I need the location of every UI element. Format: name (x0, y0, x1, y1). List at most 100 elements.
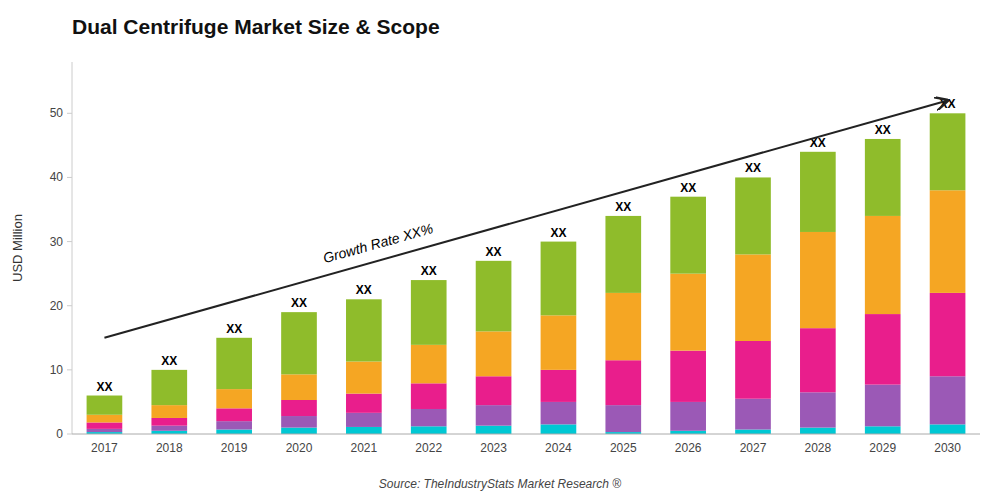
bar-segment (735, 399, 771, 430)
bar-segment (605, 216, 641, 293)
bar-label: XX (356, 283, 372, 297)
bar-segment (87, 415, 123, 423)
bar-segment (151, 426, 187, 431)
bar-label: XX (96, 380, 112, 394)
bar-segment (476, 376, 512, 405)
bar-label: XX (291, 296, 307, 310)
bar-segment (476, 331, 512, 376)
bar-label: XX (615, 200, 631, 214)
x-tick-label: 2026 (675, 441, 702, 455)
x-tick-label: 2017 (91, 441, 118, 455)
chart-container: Dual Centrifuge Market Size & Scope01020… (0, 0, 1000, 500)
bar-segment (735, 177, 771, 254)
bar-segment (735, 341, 771, 399)
x-tick-label: 2025 (610, 441, 637, 455)
x-tick-label: 2028 (805, 441, 832, 455)
bar-segment (216, 421, 252, 429)
bar-segment (605, 360, 641, 405)
bar-segment (216, 338, 252, 389)
bar-segment (541, 315, 577, 370)
y-tick-label: 20 (50, 299, 64, 313)
bar-label: XX (486, 245, 502, 259)
chart-svg: Dual Centrifuge Market Size & Scope01020… (0, 0, 1000, 500)
bar-segment (411, 409, 447, 426)
bar-segment (476, 261, 512, 332)
bar-segment (346, 413, 382, 427)
bar-segment (216, 408, 252, 421)
bar-label: XX (226, 322, 242, 336)
bar-label: XX (940, 97, 956, 111)
y-tick-label: 0 (56, 427, 63, 441)
bar-segment (800, 232, 836, 328)
bar-segment (87, 396, 123, 415)
x-tick-label: 2024 (545, 441, 572, 455)
bar-segment (930, 113, 966, 190)
bar-segment (346, 299, 382, 361)
title: Dual Centrifuge Market Size & Scope (72, 15, 440, 38)
bar-segment (865, 216, 901, 314)
bar-segment (865, 139, 901, 216)
x-tick-label: 2030 (934, 441, 961, 455)
bar-segment (865, 385, 901, 427)
bar-segment (87, 429, 123, 432)
bar-segment (865, 426, 901, 434)
arrow-label: Growth Rate XX% (321, 220, 435, 266)
bar-segment (281, 416, 317, 428)
bar-segment (151, 405, 187, 418)
y-axis-label: USD Million (10, 214, 25, 282)
y-tick (67, 434, 72, 435)
x-tick-label: 2023 (480, 441, 507, 455)
bar-label: XX (875, 123, 891, 137)
bar-segment (930, 376, 966, 424)
y-tick (67, 305, 72, 306)
bar-segment (930, 190, 966, 293)
bar-segment (541, 402, 577, 424)
y-tick (67, 369, 72, 370)
source: Source: TheIndustryStats Market Research… (379, 477, 621, 491)
bar-segment (670, 197, 706, 274)
bar-segment (281, 374, 317, 400)
bar-segment (281, 400, 317, 416)
bar-segment (411, 383, 447, 409)
bar-segment (800, 152, 836, 232)
bar-segment (151, 418, 187, 426)
x-tick-label: 2019 (221, 441, 248, 455)
bar-segment (216, 389, 252, 408)
y-tick (67, 241, 72, 242)
bar-segment (865, 314, 901, 385)
bar-label: XX (745, 161, 761, 175)
y-axis-line (72, 62, 73, 434)
bar-label: XX (161, 354, 177, 368)
bar-segment (476, 426, 512, 434)
bar-segment (930, 293, 966, 376)
bar-segment (411, 345, 447, 383)
x-tick-label: 2022 (415, 441, 442, 455)
bar-label: XX (550, 226, 566, 240)
bar-segment (605, 293, 641, 360)
bar-segment (930, 424, 966, 434)
bar-segment (800, 428, 836, 434)
bar-segment (735, 254, 771, 341)
x-axis-line (72, 434, 980, 435)
bar-segment (670, 402, 706, 431)
bars (87, 113, 966, 434)
bar-segment (346, 427, 382, 434)
bar-segment (281, 312, 317, 374)
bar-segment (346, 362, 382, 394)
bar-segment (541, 370, 577, 402)
x-tick-label: 2018 (156, 441, 183, 455)
bar-label: XX (421, 264, 437, 278)
x-tick-label: 2021 (351, 441, 378, 455)
bar-segment (735, 430, 771, 434)
x-tick-label: 2020 (286, 441, 313, 455)
bar-segment (87, 422, 123, 428)
bar-segment (800, 328, 836, 392)
bar-segment (216, 430, 252, 434)
bar-segment (411, 280, 447, 345)
bar-segment (541, 242, 577, 316)
bar-segment (281, 428, 317, 434)
bar-segment (670, 351, 706, 402)
y-tick (67, 177, 72, 178)
bar-segment (411, 426, 447, 434)
x-tick-label: 2027 (740, 441, 767, 455)
